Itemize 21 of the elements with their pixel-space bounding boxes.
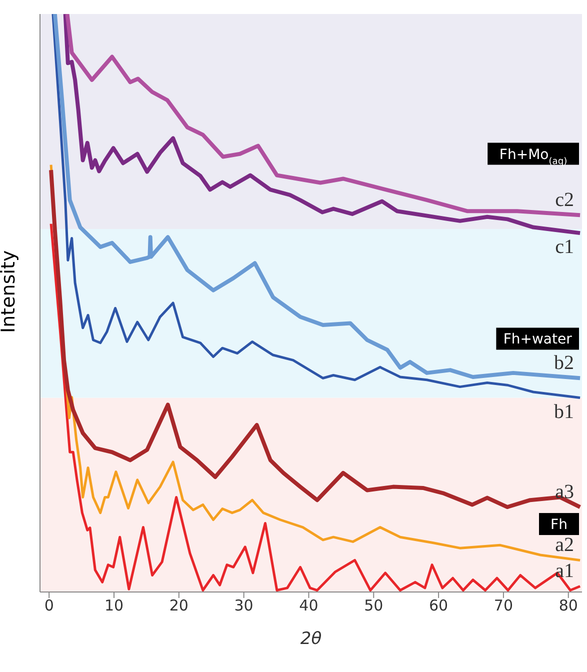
x-axis-title: 2θ: [300, 629, 322, 649]
x-tick-label: 60: [429, 596, 448, 615]
series-label: b2: [554, 352, 574, 374]
band-label: Fh+water: [503, 332, 572, 348]
series-label: a3: [555, 481, 574, 504]
x-tick-label: 80: [558, 596, 578, 615]
x-tick-label: 70: [494, 596, 514, 615]
x-tick-label: 30: [234, 596, 254, 615]
series-label: a2: [555, 534, 574, 556]
x-tick-label: 20: [169, 596, 188, 615]
band-label: Fh+Mo$_{(aq)}$: [499, 146, 568, 167]
series-label: b1: [554, 400, 574, 423]
x-tick-label: 0: [44, 596, 54, 615]
x-tick-label: 50: [364, 596, 384, 615]
series-label: a1: [555, 560, 574, 582]
x-tick-label: 10: [104, 596, 124, 615]
series-label: c1: [555, 236, 574, 258]
y-axis-title: Intensity: [0, 250, 20, 333]
band-label: Fh: [550, 517, 568, 534]
x-tick-label: 40: [299, 596, 318, 615]
series-label: c2: [555, 189, 574, 212]
